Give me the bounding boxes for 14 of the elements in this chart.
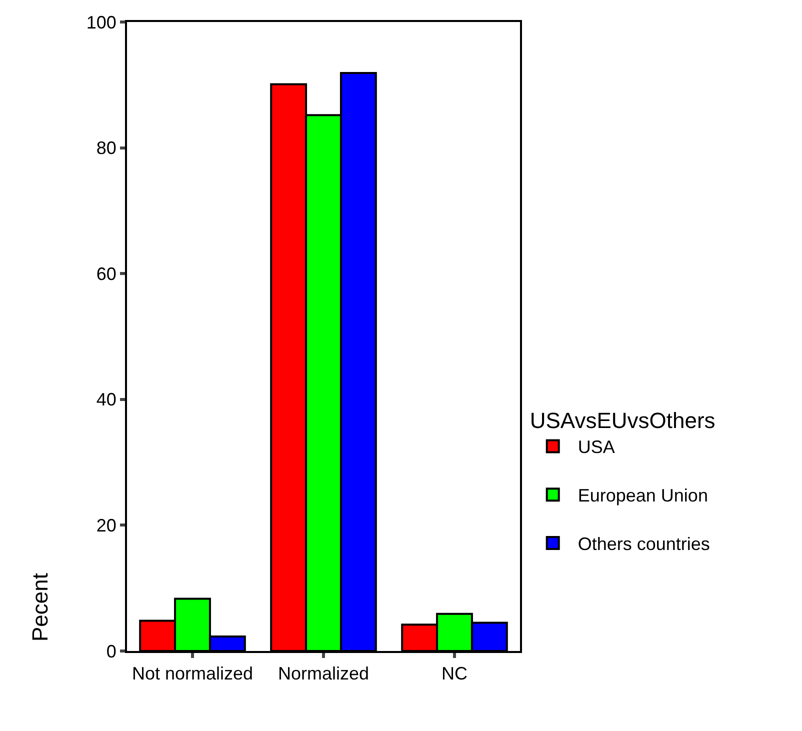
legend-label: European Union	[578, 486, 708, 506]
y-tick-label: 60	[96, 264, 116, 284]
x-tick-label: Not normalized	[132, 664, 254, 684]
y-tick-label: 0	[106, 641, 116, 662]
y-tick-label: 100	[86, 12, 116, 32]
y-tick-label: 80	[96, 138, 116, 158]
legend-label: USA	[578, 437, 615, 458]
legend-label: Others countries	[578, 534, 710, 554]
y-tick-label: 20	[96, 516, 116, 536]
y-axis-title: Pecent	[28, 573, 53, 642]
x-tick-label: Normalized	[278, 664, 370, 684]
legend-title: USAvsEUvsOthers	[530, 408, 716, 433]
y-tick-label: 40	[96, 390, 116, 410]
x-tick-label: NC	[442, 664, 468, 684]
